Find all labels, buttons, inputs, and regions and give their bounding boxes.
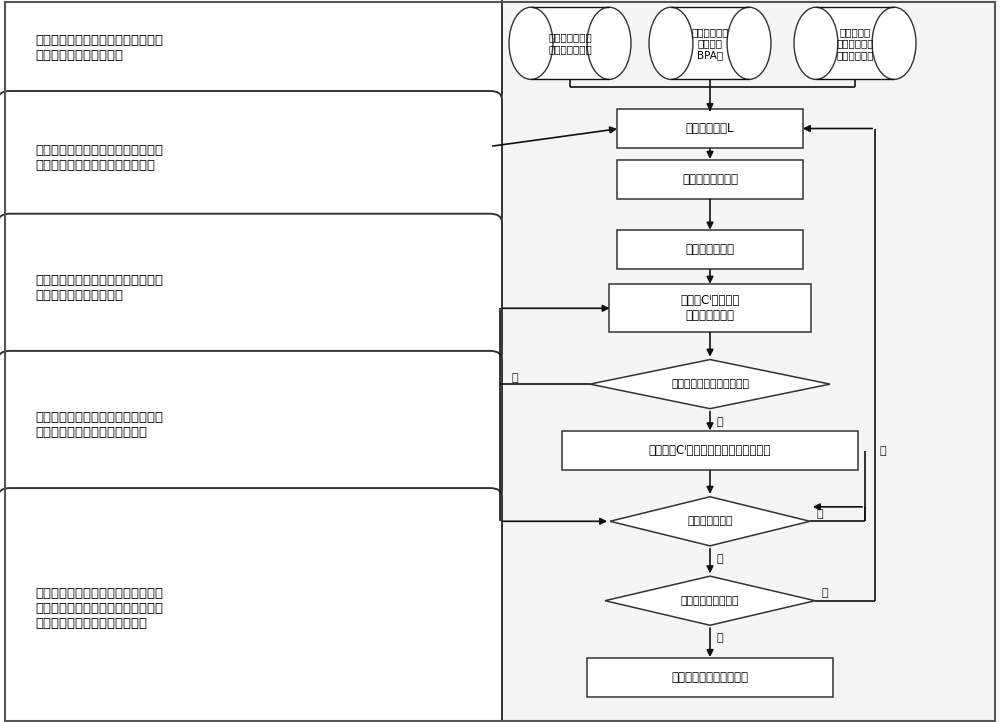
FancyBboxPatch shape <box>617 109 803 148</box>
Text: 否: 否 <box>817 509 823 519</box>
Text: 基础数据准备包括规划年负荷、潮流
算例以及设备故障概率等: 基础数据准备包括规划年负荷、潮流 算例以及设备故障概率等 <box>35 34 163 61</box>
Polygon shape <box>605 576 815 625</box>
Ellipse shape <box>587 7 631 79</box>
Polygon shape <box>610 497 810 546</box>
Text: 最后一个事故？: 最后一个事故？ <box>687 516 733 526</box>
FancyBboxPatch shape <box>562 431 858 470</box>
FancyBboxPatch shape <box>0 488 502 722</box>
Text: 基于所有负荷水平概率、所有发生系
统失负荷的事故概率及其对应的失负
荷量，计算系统各类可靠性指标: 基于所有负荷水平概率、所有发生系 统失负荷的事故概率及其对应的失负 荷量，计算系… <box>35 587 163 630</box>
FancyBboxPatch shape <box>617 160 803 199</box>
Text: 计算系统各类可靠性指标: 计算系统各类可靠性指标 <box>672 671 748 684</box>
Ellipse shape <box>509 7 553 79</box>
Text: 是: 是 <box>717 554 723 564</box>
Ellipse shape <box>649 7 693 79</box>
FancyBboxPatch shape <box>0 351 502 500</box>
Ellipse shape <box>727 7 771 79</box>
FancyBboxPatch shape <box>609 284 810 332</box>
Text: 基础算例求解潮流: 基础算例求解潮流 <box>682 173 738 186</box>
Text: 根据一定负荷水平，调整基础算例发
电及负荷，确保基础算例潮流可解: 根据一定负荷水平，调整基础算例发 电及负荷，确保基础算例潮流可解 <box>35 144 163 172</box>
Bar <box>816 7 894 79</box>
FancyBboxPatch shape <box>587 658 833 697</box>
Bar <box>671 7 749 79</box>
FancyBboxPatch shape <box>0 214 502 362</box>
Ellipse shape <box>872 7 916 79</box>
Bar <box>531 7 609 79</box>
Text: 确定负荷水平L: 确定负荷水平L <box>686 122 734 135</box>
Text: 否: 否 <box>880 445 886 456</box>
Text: 形成预想事故集: 形成预想事故集 <box>686 243 734 256</box>
Text: 是否发生系统级别失负荷？: 是否发生系统级别失负荷？ <box>671 379 749 389</box>
Ellipse shape <box>794 7 838 79</box>
Text: 线路、变压
器、发电机的
故障概率信息: 线路、变压 器、发电机的 故障概率信息 <box>836 27 874 60</box>
Text: 基础潮流算例
（综合或
BPA）: 基础潮流算例 （综合或 BPA） <box>691 27 729 60</box>
FancyBboxPatch shape <box>0 0 502 103</box>
Text: 负荷概率分布和
规划年负荷预测: 负荷概率分布和 规划年负荷预测 <box>548 32 592 54</box>
Text: 是: 是 <box>717 417 723 427</box>
FancyBboxPatch shape <box>0 91 502 225</box>
Text: 否: 否 <box>822 588 828 599</box>
Text: 对事故Cᴵ求解潮流
执行事故后处理: 对事故Cᴵ求解潮流 执行事故后处理 <box>680 295 740 322</box>
Text: 进行事故集排序及枚举，完成静态安
全分析，执行事故后处理: 进行事故集排序及枚举，完成静态安 全分析，执行事故后处理 <box>35 274 163 302</box>
Text: 否: 否 <box>512 373 518 383</box>
Polygon shape <box>590 360 830 409</box>
FancyBboxPatch shape <box>617 230 803 269</box>
Text: 是: 是 <box>717 633 723 643</box>
Text: 记录事故Cᴵ及其对应的系统失负荷状况: 记录事故Cᴵ及其对应的系统失负荷状况 <box>649 444 771 457</box>
Text: 最后一个负荷水平？: 最后一个负荷水平？ <box>681 596 739 606</box>
Text: 事故后系统异常状况分析，记录失负
荷、电压越界、线路过载等影响: 事故后系统异常状况分析，记录失负 荷、电压越界、线路过载等影响 <box>35 412 163 439</box>
